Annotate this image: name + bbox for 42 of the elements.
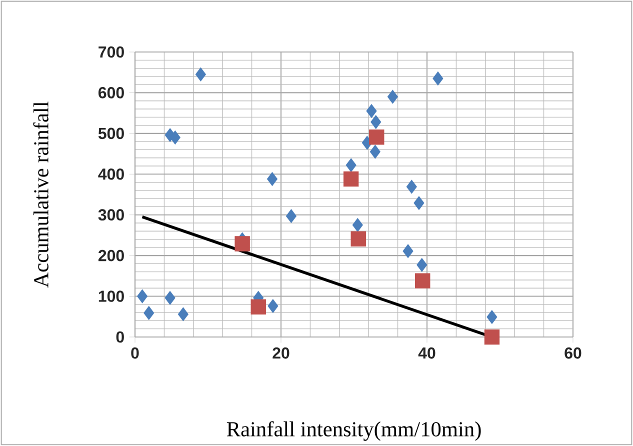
y-tick-label: 400 [98,168,124,180]
y-tick-label: 100 [98,290,124,302]
point [266,172,278,186]
point [137,289,148,304]
point [343,171,359,187]
point [250,299,266,314]
point [416,258,428,272]
point [369,129,384,145]
point [370,144,380,159]
point [387,90,398,104]
y-axis-title: Accumulative rainfall [33,102,48,288]
point [352,218,363,232]
point [234,236,250,252]
point [170,130,180,144]
y-tick-label: 200 [98,250,124,262]
point [178,307,188,322]
point [415,273,430,288]
point [486,310,498,324]
point [414,196,424,210]
x-tick-label: 60 [564,347,582,359]
point [346,158,356,172]
y-tick-label: 300 [98,209,124,221]
y-tick-label: 600 [98,87,124,98]
y-tick-label: 500 [98,128,124,140]
y-tick-label: 0 [116,331,124,343]
point [350,231,366,246]
point [195,67,206,82]
x-tick-label: 20 [272,347,290,359]
point [144,306,154,320]
point [164,290,176,305]
point [286,209,296,224]
point [402,244,414,258]
x-tick-label: 40 [418,347,436,359]
point [406,180,417,194]
point [366,104,377,118]
point [268,299,278,313]
x-tick-label: 0 [131,347,139,359]
x-axis-title: Rainfall intensity(mm/10min) [226,421,481,441]
y-tick-label: 700 [98,46,124,58]
point [370,115,382,129]
point [484,329,500,345]
point [432,72,444,86]
